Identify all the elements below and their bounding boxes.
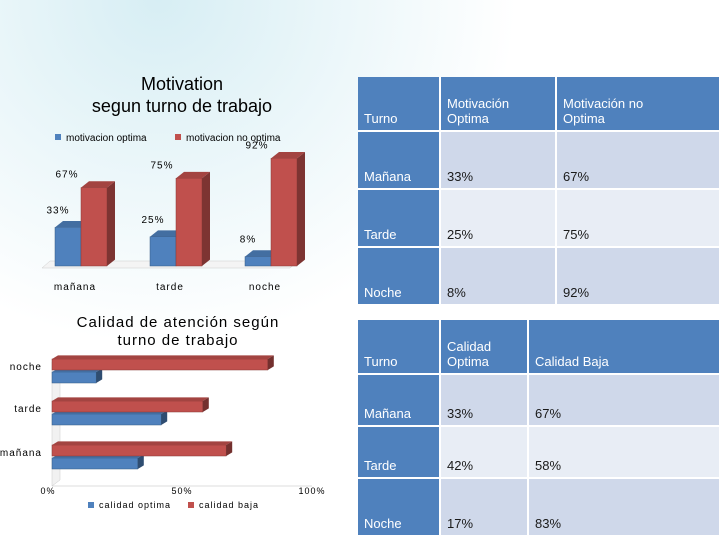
table-cell: 8% [440,247,557,306]
bar-top [52,441,233,445]
tick-label: 0% [40,486,55,496]
legend-swatch [55,134,61,140]
bar-side [96,368,103,383]
bar-top [245,250,279,257]
bar-side [202,397,209,412]
table-cell: 33% [440,131,557,190]
table-row: Tarde 25% 75% [358,189,720,248]
chart-title-line: Motivation [141,74,223,94]
quality-table: Turno Calidad Optima Calidad Baja Mañana 33%… [358,320,720,537]
table-cell: 42% [440,426,529,479]
bar-top [271,151,305,159]
bar [51,457,139,470]
table-header-row: Turno Calidad Optima Calidad Baja [358,320,720,375]
table-cell: 25% [440,189,557,248]
table-header-cell: Turno [358,320,441,375]
bar-side [297,151,305,266]
table-header-cell: Turno [358,77,441,132]
table-row: Noche 17% 83% [358,478,720,537]
category-label: mañana [0,448,42,459]
table-header-cell: Calidad Baja [528,320,720,375]
category-label: tarde [14,404,42,415]
bar-top [52,355,274,359]
table-row: Mañana 33% 67% [358,374,720,427]
category-label: noche [10,362,42,373]
data-label: 8% [240,235,256,246]
chart-title-line: segun turno de trabajo [92,96,272,116]
bar [51,413,162,426]
chart-title-line: Calidad de atención según [77,314,280,331]
table-cell: 17% [440,478,529,537]
bar-top [55,220,89,228]
bar-side [107,181,115,266]
bar [149,236,177,267]
table-cell: 67% [528,374,720,427]
tick-label: 100% [298,486,325,496]
bar-side [202,171,210,266]
table-cell: 67% [556,131,720,190]
table-header-row: Turno Motivación Optima Motivación no Opti… [358,77,720,132]
motivation-table: Turno Motivación Optima Motivación no Opti… [358,77,720,306]
bar-side [137,454,144,469]
legend-swatch [175,134,181,140]
table-row: Tarde 42% 58% [358,426,720,479]
table-cell: 83% [528,478,720,537]
table-cell: 75% [556,189,720,248]
legend-label: calidad optima [99,500,171,510]
data-label: 92% [245,140,268,151]
table-cell: 33% [440,374,529,427]
table-cell: Tarde [358,426,441,479]
bar [270,158,298,267]
bar [51,444,227,457]
table-cell: Noche [358,478,441,537]
legend-label: motivacion no optima [186,133,281,144]
data-label: 25% [141,215,164,226]
table-header-cell: Calidad Optima [440,320,529,375]
bar [244,256,272,267]
legend-label: motivacion optima [66,133,147,144]
bar [51,358,269,371]
category-label: tarde [156,282,184,293]
bar-top [81,181,115,188]
table-header-cell: Motivación Optima [440,77,557,132]
bar [54,227,82,267]
bar [175,178,203,267]
bar-top [176,171,210,179]
data-label: 67% [55,170,78,181]
category-label: noche [249,282,281,293]
data-label: 33% [46,205,69,216]
table-header-cell: Motivación no Optima [556,77,720,132]
table-row: Mañana 33% 67% [358,131,720,190]
bar-side [267,355,274,370]
bar [51,371,97,384]
table-cell: 92% [556,247,720,306]
legend-swatch [188,502,194,508]
table-cell: Mañana [358,374,441,427]
tick-label: 50% [171,486,192,496]
table-cell: Tarde [358,189,441,248]
legend-label: calidad baja [199,500,259,510]
bar-side [226,441,233,456]
bar [80,187,108,267]
table-cell: 58% [528,426,720,479]
bar-top [150,230,184,237]
category-label: mañana [54,282,96,293]
table-cell: Mañana [358,131,441,190]
chart-title-line: turno de trabajo [117,332,238,349]
table-cell: Noche [358,247,441,306]
legend-swatch [88,502,94,508]
bar-side [161,410,168,425]
data-label: 75% [150,160,173,171]
bar [51,400,204,413]
bar-top [52,397,209,401]
table-row: Noche 8% 92% [358,247,720,306]
